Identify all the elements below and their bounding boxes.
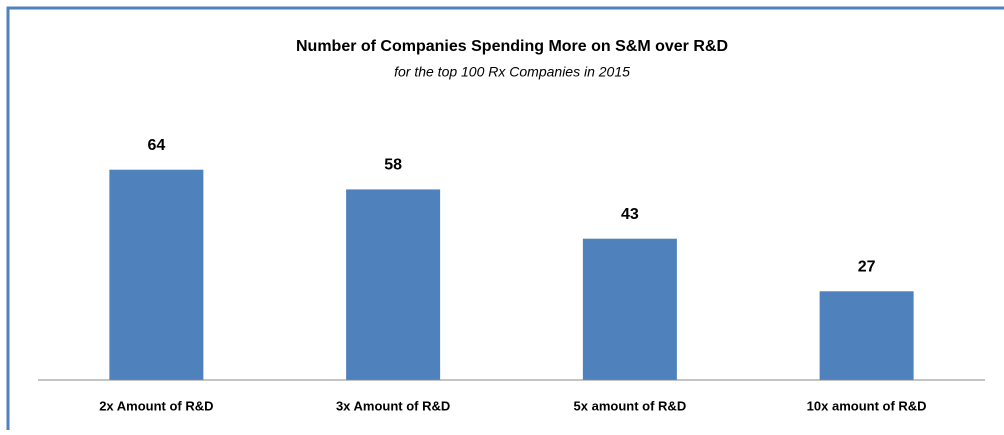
x-tick-label: 10x amount of R&D bbox=[807, 398, 927, 413]
bar bbox=[346, 189, 441, 380]
x-tick-label: 5x amount of R&D bbox=[574, 398, 687, 413]
frame-border bbox=[6, 6, 1004, 430]
bar bbox=[582, 238, 677, 380]
chart-subtitle: for the top 100 Rx Companies in 2015 bbox=[394, 64, 630, 80]
bar bbox=[819, 291, 914, 380]
x-tick-label: 3x Amount of R&D bbox=[336, 398, 450, 413]
x-tick-label: 2x Amount of R&D bbox=[99, 398, 213, 413]
data-label: 58 bbox=[384, 157, 402, 174]
bar bbox=[109, 169, 204, 380]
data-label: 27 bbox=[858, 259, 876, 276]
data-label: 43 bbox=[621, 206, 639, 223]
data-label: 64 bbox=[147, 137, 165, 154]
chart-title: Number of Companies Spending More on S&M… bbox=[296, 38, 728, 55]
